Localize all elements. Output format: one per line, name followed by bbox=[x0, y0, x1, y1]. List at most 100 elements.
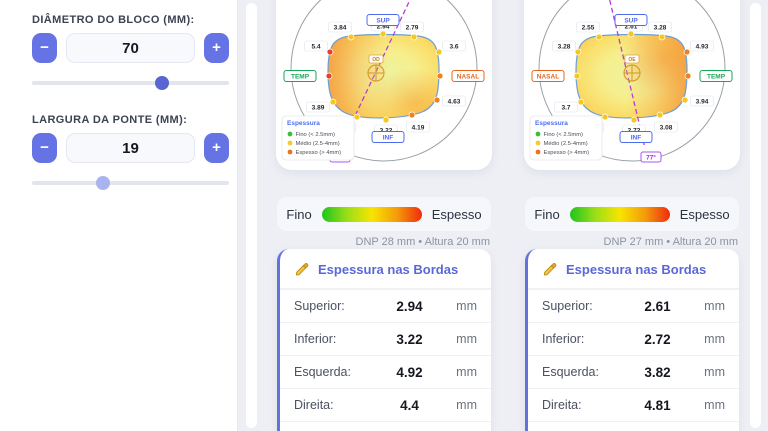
diameter-increase-button[interactable]: + bbox=[204, 33, 229, 63]
svg-text:Médio (2.5-4mm): Médio (2.5-4mm) bbox=[544, 141, 588, 147]
svg-text:Fino (< 2.5mm): Fino (< 2.5mm) bbox=[544, 132, 584, 138]
direction-label: INF bbox=[619, 131, 653, 143]
bridge-increase-button[interactable]: + bbox=[204, 133, 229, 163]
svg-text:OD: OD bbox=[372, 57, 380, 63]
edge-value-label: 4.19 bbox=[406, 121, 430, 133]
svg-text:3.28: 3.28 bbox=[558, 44, 571, 51]
edge-value-label: 2.55 bbox=[576, 21, 600, 33]
diameter-decrease-button[interactable]: − bbox=[32, 33, 57, 63]
axis-line bbox=[609, 0, 646, 149]
vertical-scrollbar-right[interactable] bbox=[750, 3, 761, 428]
row-label: Superior: bbox=[294, 299, 345, 313]
thickness-marker bbox=[595, 33, 603, 41]
svg-text:SUP: SUP bbox=[376, 18, 390, 25]
lens-diagram-card-od: 3.842.795.43.63.894.633.344.192.94SUP3.2… bbox=[276, 0, 492, 170]
thickness-marker bbox=[683, 48, 691, 56]
row-unit: mm bbox=[704, 332, 725, 346]
diameter-value-input[interactable]: 70 bbox=[66, 33, 195, 63]
svg-text:2.79: 2.79 bbox=[406, 25, 419, 32]
edge-value-label: 4.63 bbox=[442, 95, 466, 107]
lens-thickness-map-oe: 2.553.283.284.933.73.943.243.082.61SUP2.… bbox=[529, 0, 733, 163]
thickness-scale-od: Fino Espesso bbox=[277, 197, 491, 231]
bridge-label: LARGURA DA PONTE (MM): bbox=[32, 114, 188, 126]
svg-text:2.61: 2.61 bbox=[625, 24, 638, 31]
controls-panel: DIÂMETRO DO BLOCO (MM): − 70 + LARGURA D… bbox=[0, 0, 238, 431]
thickness-marker bbox=[353, 113, 361, 121]
direction-label: TEMP bbox=[283, 70, 317, 82]
diameter-slider[interactable] bbox=[32, 76, 229, 90]
optical-center-marker: OD bbox=[367, 54, 385, 82]
svg-text:4.19: 4.19 bbox=[412, 125, 425, 132]
row-label: Superior: bbox=[542, 299, 593, 313]
edge-value-label: 3.08 bbox=[654, 121, 678, 133]
axis-angle-label: 77° bbox=[640, 151, 662, 163]
bridge-value-input[interactable]: 19 bbox=[66, 133, 195, 163]
edge-row-inferior: Inferior: 2.72 mm bbox=[528, 322, 739, 355]
edge-row-dnp: DNP: 27 mm bbox=[528, 421, 739, 431]
thickness-marker bbox=[601, 113, 609, 121]
row-value: 3.22 bbox=[396, 331, 423, 347]
edge-value-label: 5.4 bbox=[304, 40, 328, 52]
thickness-marker bbox=[574, 48, 582, 56]
edge-card-title: Espessura nas Bordas bbox=[318, 261, 459, 277]
svg-text:Fino (< 2.5mm): Fino (< 2.5mm) bbox=[296, 132, 336, 138]
svg-text:3.08: 3.08 bbox=[660, 125, 673, 132]
lens-diagram-card-oe: 2.553.283.284.933.73.943.243.082.61SUP2.… bbox=[524, 0, 740, 170]
direction-label: TEMP bbox=[699, 70, 733, 82]
svg-text:Espesso (> 4mm): Espesso (> 4mm) bbox=[296, 150, 342, 156]
diameter-slider-handle[interactable] bbox=[155, 76, 170, 90]
direction-label: SUP bbox=[366, 14, 400, 26]
scale-thick-label: Espesso bbox=[679, 206, 730, 222]
edge-row-superior: Superior: 2.61 mm bbox=[528, 289, 739, 322]
thickness-legend: Espessura Fino (< 2.5mm) Médio (2.5-4mm) Es… bbox=[529, 115, 603, 161]
row-label: Inferior: bbox=[542, 332, 585, 346]
pencil-icon bbox=[294, 261, 310, 277]
edge-value-label: 3.89 bbox=[306, 101, 330, 113]
thickness-marker bbox=[410, 33, 418, 41]
svg-text:INF: INF bbox=[383, 135, 394, 142]
edge-value-label: 3.6 bbox=[442, 40, 466, 52]
direction-label: INF bbox=[371, 131, 405, 143]
row-label: Esquerda: bbox=[294, 365, 351, 379]
svg-text:5.4: 5.4 bbox=[311, 44, 320, 51]
edge-row-esquerda: Esquerda: 4.92 mm bbox=[280, 355, 491, 388]
row-unit: mm bbox=[704, 299, 725, 313]
edge-thickness-card-od: Espessura nas Bordas Superior: 2.94 mm I… bbox=[277, 249, 491, 431]
row-label: Direita: bbox=[294, 398, 334, 412]
svg-text:3.6: 3.6 bbox=[449, 44, 458, 51]
row-value: 4.92 bbox=[396, 364, 423, 380]
svg-text:Espessura: Espessura bbox=[287, 120, 320, 127]
row-value: 4.81 bbox=[644, 397, 671, 413]
thickness-marker bbox=[658, 33, 666, 41]
edge-row-direita: Direita: 4.81 mm bbox=[528, 388, 739, 421]
edge-value-label: 3.28 bbox=[648, 21, 672, 33]
row-value: 2.94 bbox=[396, 298, 423, 314]
edge-value-label: 4.93 bbox=[690, 40, 714, 52]
svg-text:NASAL: NASAL bbox=[457, 74, 479, 81]
row-unit: mm bbox=[704, 365, 725, 379]
bridge-slider[interactable] bbox=[32, 176, 229, 190]
vertical-scrollbar-left[interactable] bbox=[246, 3, 257, 428]
svg-text:4.63: 4.63 bbox=[448, 99, 461, 106]
thickness-marker bbox=[656, 111, 664, 119]
svg-text:3.7: 3.7 bbox=[561, 105, 570, 112]
svg-text:TEMP: TEMP bbox=[707, 74, 726, 81]
svg-text:INF: INF bbox=[631, 135, 642, 142]
thickness-marker bbox=[435, 48, 443, 56]
svg-text:SUP: SUP bbox=[624, 18, 638, 25]
lens-block-circle bbox=[538, 0, 726, 162]
svg-text:3.84: 3.84 bbox=[334, 25, 347, 32]
bridge-decrease-button[interactable]: − bbox=[32, 133, 57, 163]
svg-text:3.28: 3.28 bbox=[654, 25, 667, 32]
scale-thin-label: Fino bbox=[286, 206, 312, 222]
lens-thickness-map-od: 3.842.795.43.63.894.633.344.192.94SUP3.2… bbox=[281, 0, 485, 163]
thickness-marker bbox=[329, 98, 337, 106]
row-unit: mm bbox=[456, 365, 477, 379]
bridge-slider-handle[interactable] bbox=[95, 176, 110, 190]
svg-text:4.93: 4.93 bbox=[696, 44, 709, 51]
lens-block-circle bbox=[290, 0, 478, 162]
row-value: 4.4 bbox=[400, 397, 419, 413]
optical-center-marker: OE bbox=[623, 54, 641, 82]
row-value: 2.61 bbox=[644, 298, 671, 314]
